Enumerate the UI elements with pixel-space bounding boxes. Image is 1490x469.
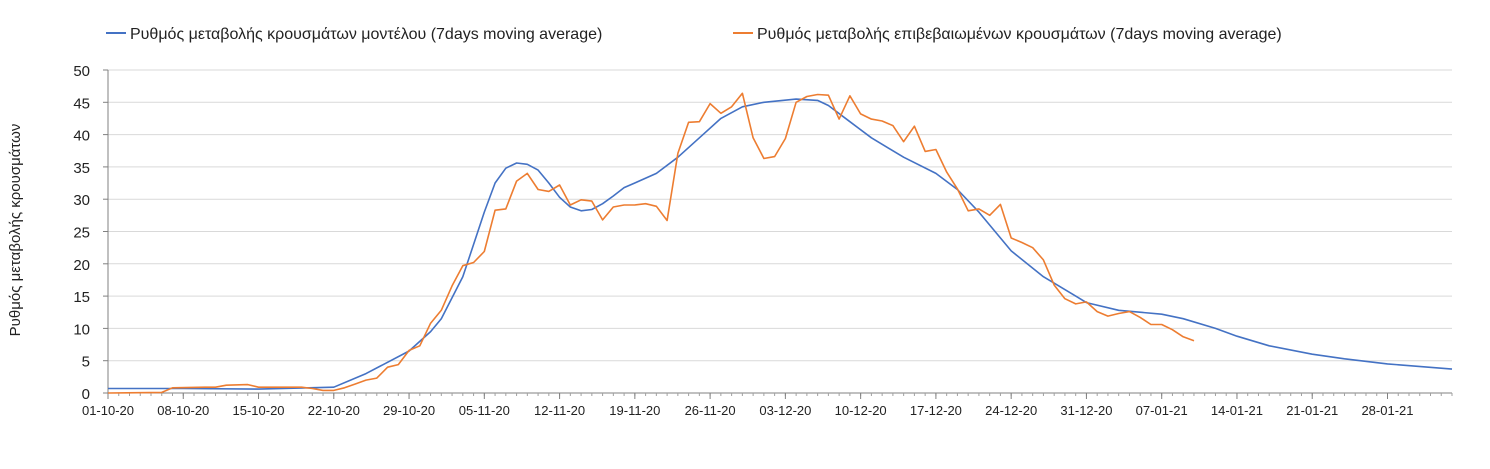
legend-label-model: Ρυθμός μεταβολής κρουσμάτων μοντέλου (7d… <box>130 26 602 43</box>
y-tick-label-10: 10 <box>73 321 90 338</box>
grid <box>108 69 1452 362</box>
x-tick-label-17-12-20: 17-12-20 <box>910 403 962 418</box>
y-tick-label-50: 50 <box>73 63 90 80</box>
x-tick-label-24-12-20: 24-12-20 <box>985 403 1037 418</box>
x-tick-label-12-11-20: 12-11-20 <box>534 403 585 418</box>
x-tick-label-10-12-20: 10-12-20 <box>835 403 887 418</box>
x-tick-label-07-01-21: 07-01-21 <box>1136 403 1188 418</box>
x-tick-label-26-11-20: 26-11-20 <box>685 403 736 418</box>
x-tick-label-22-10-20: 22-10-20 <box>308 403 360 418</box>
legend-item-model: Ρυθμός μεταβολής κρουσμάτων μοντέλου (7d… <box>106 26 602 43</box>
x-tick-label-19-11-20: 19-11-20 <box>609 403 660 418</box>
legend-label-confirmed: Ρυθμός μεταβολής επιβεβαιωμένων κρουσμάτ… <box>757 26 1282 43</box>
y-tick-label-45: 45 <box>73 95 90 112</box>
y-tick-label-5: 5 <box>82 354 90 371</box>
x-tick-label-05-11-20: 05-11-20 <box>459 403 510 418</box>
series <box>107 92 1453 394</box>
y-tick-label-25: 25 <box>73 225 90 242</box>
series-line-confirmed <box>107 92 1195 394</box>
y-tick-label-30: 30 <box>73 192 90 209</box>
x-tick-label-03-12-20: 03-12-20 <box>759 403 811 418</box>
x-tick-label-14-01-21: 14-01-21 <box>1211 403 1263 418</box>
x-tick-label-15-10-20: 15-10-20 <box>233 403 285 418</box>
x-tick-label-29-10-20: 29-10-20 <box>383 403 435 418</box>
y-tick-label-20: 20 <box>73 257 90 274</box>
legend-item-confirmed: Ρυθμός μεταβολής επιβεβαιωμένων κρουσμάτ… <box>733 26 1282 43</box>
x-tick-label-08-10-20: 08-10-20 <box>157 403 209 418</box>
y-tick-label-0: 0 <box>82 386 90 403</box>
x-tick-label-31-12-20: 31-12-20 <box>1060 403 1112 418</box>
y-tick-label-35: 35 <box>73 160 90 177</box>
y-tick-label-15: 15 <box>73 289 90 306</box>
legend: Ρυθμός μεταβολής κρουσμάτων μοντέλου (7d… <box>106 26 1282 43</box>
x-tick-label-01-10-20: 01-10-20 <box>82 403 134 418</box>
y-tick-label-40: 40 <box>73 128 90 145</box>
series-line-model <box>108 98 1453 390</box>
x-tick-label-21-01-21: 21-01-21 <box>1286 403 1338 418</box>
axes: 0 5 10 15 20 25 30 35 40 45 50 01-10-20 08-10-20 15-1… <box>73 63 1453 418</box>
x-tick-label-28-01-21: 28-01-21 <box>1361 403 1413 418</box>
y-axis-title: Ρυθμός μεταβολής κρουσμάτων <box>7 124 24 337</box>
